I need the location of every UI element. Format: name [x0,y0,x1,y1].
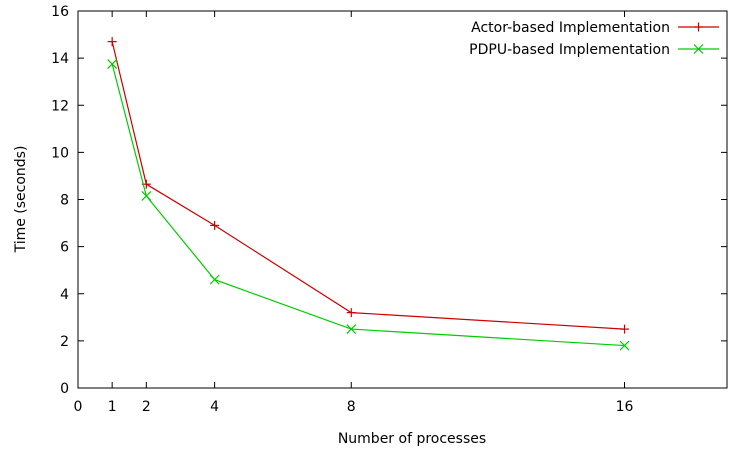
legend-label: PDPU-based Implementation [469,42,670,58]
series-layer [107,37,630,351]
x-tick-label: 2 [142,399,151,415]
series-2-point [346,324,357,335]
y-tick-label: 8 [60,193,69,209]
series-line-2 [111,63,625,347]
y-axis-label: Time (seconds) [13,146,29,254]
plot-frame [77,10,728,389]
legend-label: Actor-based Implementation [471,20,670,36]
x-tick-label: 16 [616,399,634,415]
series-1-point [107,37,117,47]
series-line-1 [111,41,625,330]
legend-marker [694,22,703,32]
x-tick-label: 0 [74,399,83,415]
series-1-point [620,324,630,334]
y-tick-label: 0 [60,381,69,397]
series-1-point [346,308,356,318]
x-tick-label: 8 [347,399,356,415]
series-2-point [209,274,220,285]
x-tick-label: 4 [210,399,219,415]
series-2-point [141,191,152,201]
y-tick-label: 14 [51,51,69,67]
legend: Actor-based Implementation PDPU-based Imp… [469,20,719,58]
y-tick-label: 6 [60,240,69,256]
x-axis-label: Number of processes [338,431,486,447]
y-tick-label: 16 [51,4,69,20]
series-2-point [107,59,118,69]
y-tick-label: 4 [60,287,69,303]
y-tick-label: 12 [51,98,69,114]
y-tick-label: 2 [60,334,69,350]
series-1-point [210,220,220,230]
axis-ticks [77,10,727,389]
y-tick-label: 10 [51,145,69,161]
x-tick-label: 1 [108,399,117,415]
series-2-point [619,340,630,351]
legend-marker [693,44,704,54]
